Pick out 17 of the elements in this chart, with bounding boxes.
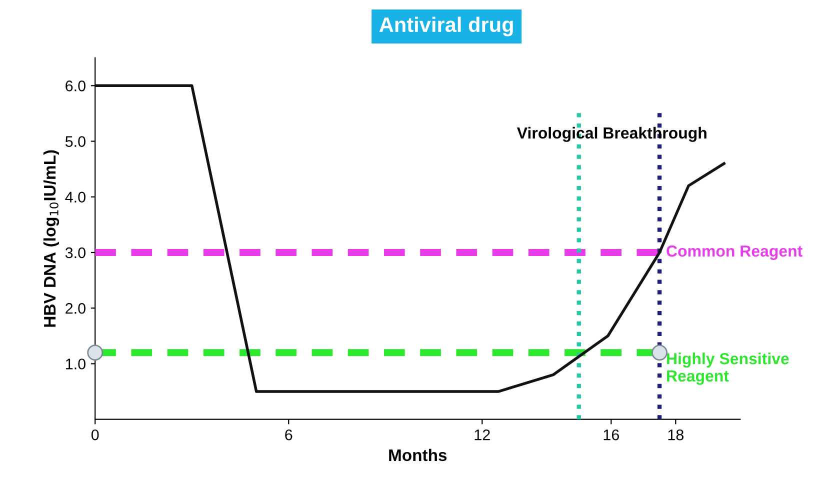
x-tick-label: 16 <box>604 429 619 440</box>
x-axis-title: Months <box>389 448 447 462</box>
y-tick-label: 2.0 <box>66 302 86 314</box>
ref-line-label: Highly Sensitive Reagent <box>667 352 789 385</box>
x-tick-label: 12 <box>474 429 490 440</box>
y-axis-title: HBV DNA (log$_{10}$IU/mL) <box>43 150 60 327</box>
y-tick-label: 6.0 <box>66 80 86 92</box>
ref-line-label: Common Reagent <box>666 245 802 260</box>
x-tick-label: 0 <box>91 429 99 440</box>
chart-title: Antiviral drug <box>379 16 513 36</box>
y-tick-label: 4.0 <box>65 192 86 203</box>
y-tick-label: 3.0 <box>65 247 86 258</box>
y-tick-label: 5.0 <box>65 136 86 147</box>
annotation: Virological Breakthrough <box>516 126 706 142</box>
x-tick-label: 18 <box>668 429 684 440</box>
x-tick-label: 6 <box>285 429 292 440</box>
y-tick-label: 1.0 <box>66 358 86 370</box>
